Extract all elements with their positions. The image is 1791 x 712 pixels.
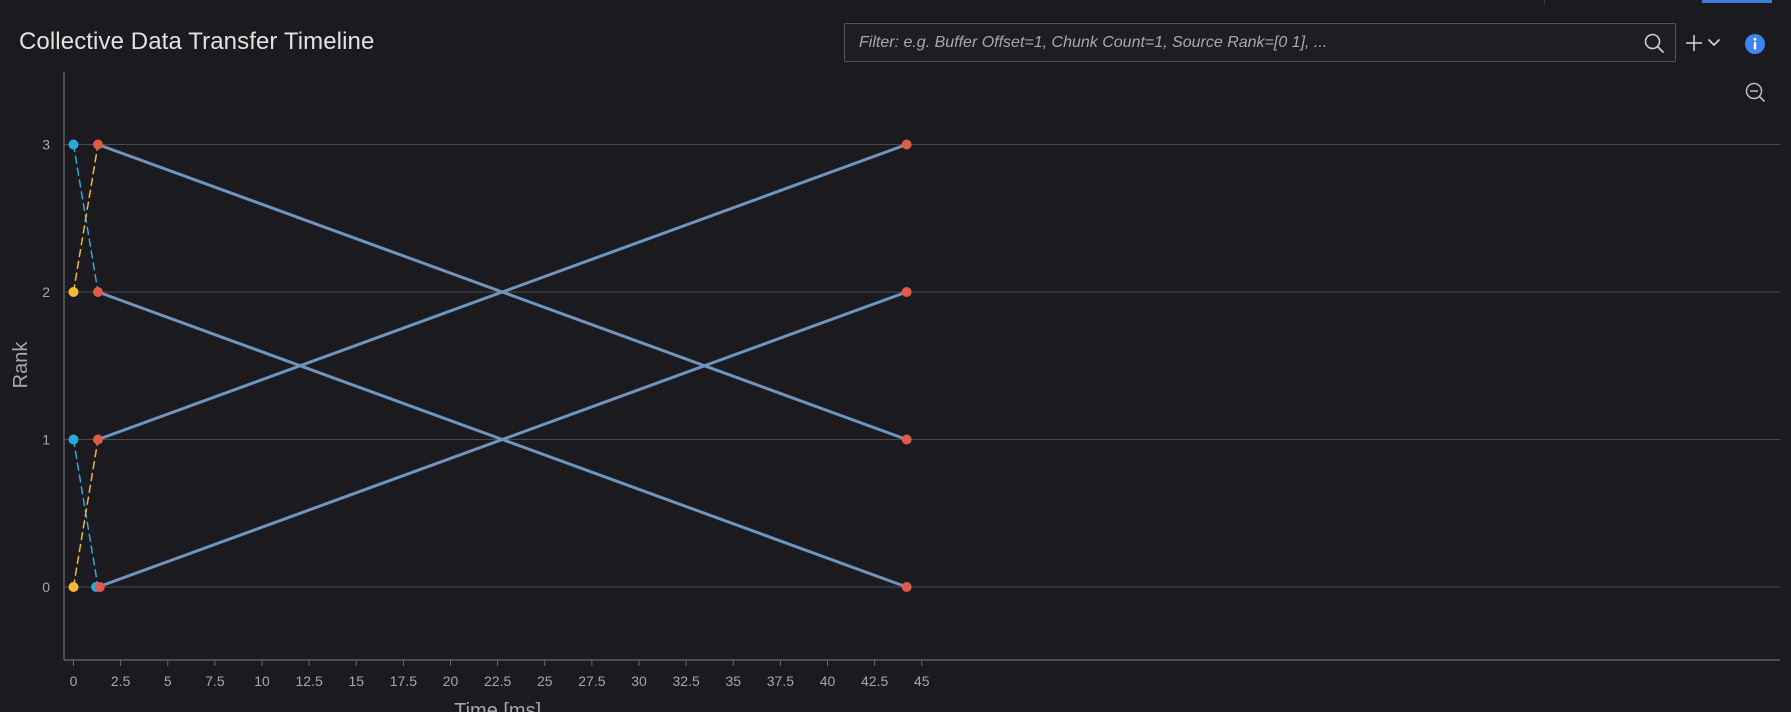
y-axis-label: Rank (10, 341, 32, 389)
x-tick-label: 25 (537, 673, 553, 689)
x-tick-label: 42.5 (861, 673, 888, 689)
x-tick-label: 22.5 (484, 673, 511, 689)
x-tick-label: 10 (254, 673, 270, 689)
filter-box (844, 23, 1676, 62)
data-point (68, 434, 79, 445)
x-tick-label: 20 (443, 673, 459, 689)
x-tick-label: 5 (164, 673, 172, 689)
grid-layer (64, 144, 1780, 588)
x-tick-label: 0 (70, 673, 78, 689)
data-point (94, 582, 105, 592)
filter-input[interactable] (845, 24, 1625, 61)
x-tick-label: 15 (348, 673, 364, 689)
data-point (68, 287, 79, 297)
chevron-down-icon (1708, 39, 1720, 46)
zoom-out-icon[interactable] (1744, 81, 1766, 103)
top-divider (1544, 0, 1545, 5)
search-icon[interactable] (1643, 32, 1665, 54)
y-tick-label: 1 (42, 432, 50, 448)
y-tick-label: 3 (42, 137, 50, 153)
x-tick-label: 27.5 (578, 673, 605, 689)
x-tick-label: 32.5 (673, 673, 700, 689)
page-title: Collective Data Transfer Timeline (19, 28, 375, 55)
x-tick-label: 30 (631, 673, 647, 689)
data-point (93, 287, 104, 297)
plus-icon (1686, 35, 1702, 51)
dashed-transfer-line (72, 143, 99, 293)
active-tab-indicator (1702, 0, 1772, 3)
x-tick-label: 37.5 (767, 673, 794, 689)
x-axis-label: Time [ms] (454, 700, 541, 712)
x-tick-label: 40 (820, 673, 836, 689)
transfer-line (96, 143, 909, 441)
x-tick-label: 17.5 (390, 673, 417, 689)
data-point (93, 139, 104, 150)
x-tick-label: 12.5 (296, 673, 323, 689)
info-icon[interactable] (1744, 33, 1766, 55)
x-tick-label: 2.5 (111, 673, 131, 689)
x-tick-label: 35 (725, 673, 741, 689)
data-point (901, 139, 912, 150)
x-tick-label: 7.5 (205, 673, 225, 689)
data-point (901, 434, 912, 445)
y-tick-label: 2 (42, 284, 50, 300)
data-point (901, 582, 912, 592)
series-layer (72, 143, 909, 589)
y-tick-label: 0 (42, 579, 50, 595)
labels-layer: Rank Time [ms] (10, 341, 541, 712)
data-point (68, 582, 79, 592)
data-point (68, 139, 79, 150)
x-tick-label: 45 (914, 673, 930, 689)
data-point (901, 287, 912, 297)
dashed-transfer-line (72, 438, 99, 588)
transfer-line (96, 290, 909, 589)
points-layer (68, 139, 912, 592)
add-filter-dropdown[interactable] (1684, 30, 1728, 56)
data-point (93, 434, 104, 445)
